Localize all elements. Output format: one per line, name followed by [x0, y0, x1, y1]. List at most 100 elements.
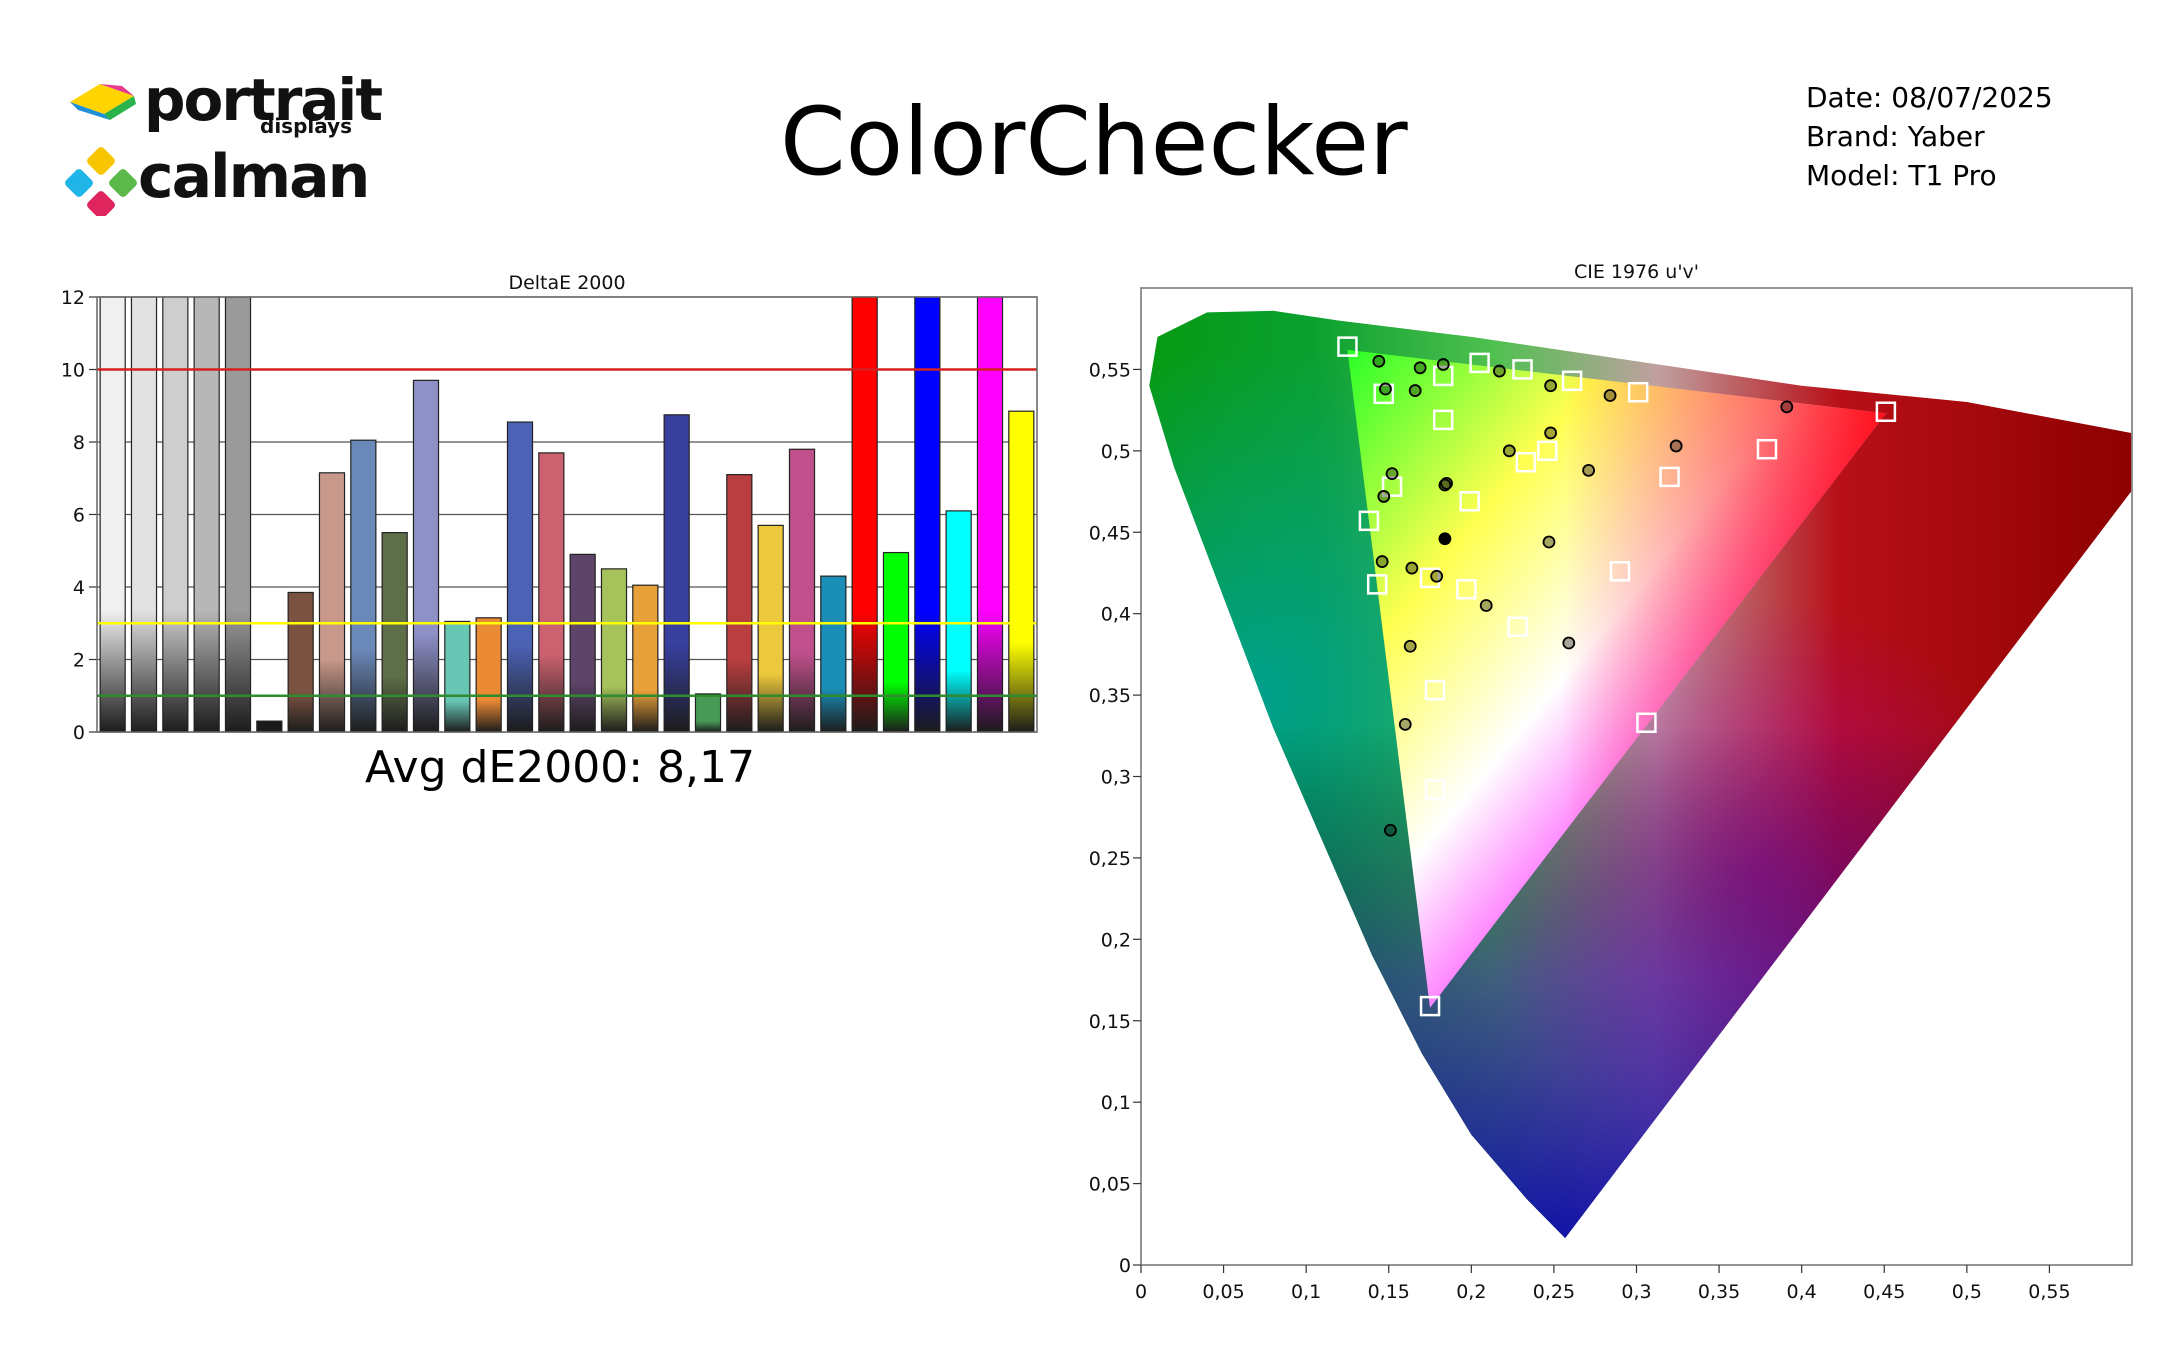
- measured-point: [1544, 426, 1558, 440]
- deltae-bar: [976, 296, 1004, 733]
- deltae-bar: [444, 620, 471, 733]
- target-square: [1515, 451, 1537, 473]
- avg-deltae-label: Avg dE2000: 8,17: [365, 742, 755, 793]
- report-model: Model: T1 Pro: [1806, 159, 1997, 192]
- target-square: [1537, 440, 1558, 462]
- spectral-locus-fill: [1149, 310, 2132, 1239]
- target-square: [1469, 352, 1490, 374]
- cie-y-tick-label: 0,25: [1089, 848, 1131, 870]
- cie-x-tick-label: 0,45: [1863, 1281, 1905, 1303]
- deltae-bar: [569, 553, 596, 733]
- deltae-bar: [475, 617, 502, 733]
- cie-x-tick-label: 0,05: [1202, 1281, 1244, 1303]
- deltae-bar: [193, 296, 220, 733]
- measured-point: [1372, 354, 1386, 368]
- cie-y-tick-label: 0,55: [1089, 359, 1131, 381]
- measured-point: [1377, 490, 1391, 503]
- cie-plot-frame: [1140, 287, 2133, 1266]
- cie-x-tick-label: 0,55: [2028, 1281, 2070, 1303]
- measured-point: [1405, 561, 1419, 575]
- deltae-bar: [162, 296, 189, 733]
- logo-area: portrait displays calman: [64, 66, 384, 216]
- deltae-bar: [538, 452, 565, 733]
- target-square: [1456, 578, 1477, 600]
- deltae-bar: [256, 720, 283, 733]
- measured-point: [1375, 555, 1389, 568]
- measured-point: [1562, 636, 1576, 650]
- cie-y-tick-label: 0,15: [1089, 1011, 1131, 1033]
- measured-point: [1438, 478, 1452, 492]
- target-square: [1459, 491, 1480, 512]
- calman-logo-icon: [65, 147, 137, 216]
- bar-y-tick-label: 2: [73, 650, 85, 672]
- measured-point: [1408, 384, 1422, 397]
- report-date: Date: 08/07/2025: [1806, 81, 2053, 114]
- cie-x-tick-label: 0,25: [1533, 1281, 1575, 1303]
- deltae-bar: [318, 472, 346, 733]
- bar-y-tick-label: 6: [73, 505, 85, 527]
- cie-y-tick-label: 0,45: [1089, 522, 1131, 544]
- target-square: [1366, 574, 1388, 595]
- measured-point: [1398, 717, 1412, 731]
- deltae-bar: [820, 575, 847, 733]
- gamut-triangle: [1347, 349, 1886, 1008]
- target-square: [1561, 370, 1583, 392]
- deltae-bar: [788, 448, 816, 733]
- measured-point: [1542, 535, 1556, 549]
- deltae-bar: [882, 551, 910, 733]
- bar-chart-title: DeltaE 2000: [508, 272, 625, 294]
- bar-y-tick-label: 8: [73, 432, 85, 454]
- measured-point: [1384, 823, 1397, 837]
- cie-cyan-tint: [1149, 310, 2132, 1239]
- target-square: [1627, 381, 1649, 403]
- target-square: [1373, 383, 1395, 405]
- measured-point: [1603, 389, 1617, 402]
- report-meta: Date: 08/07/2025 Brand: Yaber Model: T1 …: [1806, 78, 2053, 195]
- deltae-bar: [726, 474, 753, 733]
- deltae-bar: [851, 296, 878, 733]
- deltae-bar: [350, 439, 377, 733]
- portrait-displays-logo-icon: [70, 84, 136, 120]
- measured-point: [1436, 358, 1450, 371]
- deltae-bar: [945, 510, 972, 733]
- target-square: [1433, 409, 1454, 431]
- cie-x-tick-label: 0: [1135, 1281, 1147, 1303]
- cie-y-tick-label: 0,3: [1101, 767, 1131, 789]
- deltae-bar: [224, 296, 252, 733]
- deltae-bar: [130, 296, 158, 733]
- deltae-bar: [1008, 410, 1035, 733]
- cie-y-tick-label: 0: [1119, 1255, 1131, 1277]
- target-square: [1381, 476, 1403, 497]
- measured-point: [1413, 361, 1427, 375]
- measured-point: [1430, 569, 1444, 583]
- measured-point: [1438, 532, 1452, 546]
- measured-point: [1440, 476, 1453, 490]
- deltae-bar: [381, 532, 408, 733]
- target-square: [1358, 510, 1380, 532]
- cie-y-tick-label: 0,35: [1089, 685, 1131, 707]
- cie-blue-tint: [1149, 310, 2132, 1239]
- measured-point: [1379, 382, 1392, 396]
- measured-point: [1582, 463, 1596, 477]
- measured-point: [1780, 400, 1794, 414]
- cie-color-base: [1149, 310, 2132, 1239]
- calman-logo-text: calman: [138, 142, 370, 212]
- target-square: [1419, 995, 1441, 1017]
- cie-x-tick-label: 0,15: [1368, 1281, 1410, 1303]
- target-square: [1424, 779, 1446, 800]
- cie-x-tick-label: 0,4: [1787, 1281, 1817, 1303]
- target-square: [1609, 561, 1631, 582]
- measured-point: [1493, 364, 1506, 378]
- cie-y-tick-label: 0,4: [1101, 604, 1131, 626]
- deltae-bar: [663, 414, 690, 733]
- bar-y-tick-label: 12: [61, 287, 85, 309]
- cie-y-tick-label: 0,1: [1101, 1092, 1131, 1114]
- target-square: [1756, 438, 1778, 460]
- target-square: [1636, 712, 1657, 734]
- cie-y-tick-label: 0,2: [1101, 929, 1131, 951]
- cie-x-tick-label: 0,35: [1698, 1281, 1740, 1303]
- target-square: [1875, 401, 1897, 423]
- cie-plot-content: [1149, 310, 2132, 1239]
- cie-x-tick-label: 0,2: [1456, 1281, 1486, 1303]
- page-title: ColorChecker: [780, 88, 1408, 197]
